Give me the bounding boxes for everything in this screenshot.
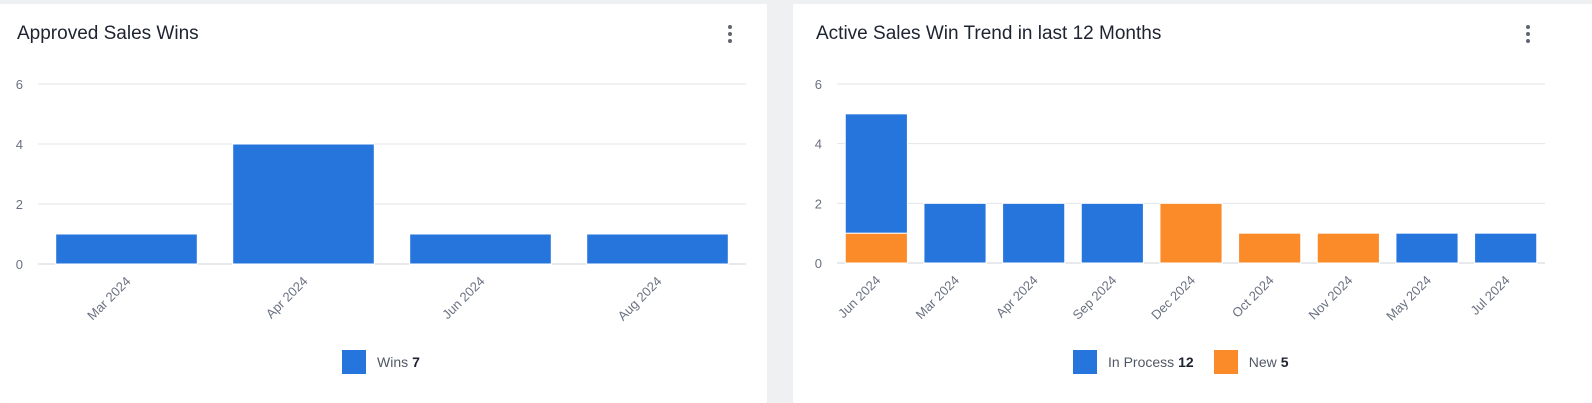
bar-in-process <box>1002 202 1066 264</box>
x-tick-label: Apr 2024 <box>263 274 311 322</box>
bar-wins <box>55 233 198 265</box>
approved-sales-wins-chart: 0 2 4 6 Mar 2024 Apr 2024 Jun 2024 Aug 2024 <box>16 77 746 324</box>
approved-sales-wins-card: Approved Sales Wins 0 2 4 6 Mar 2024 Apr 2024… <box>0 4 767 403</box>
legend-count: 5 <box>1280 354 1289 370</box>
chart-legend: In Process 12 New 5 <box>1073 350 1289 374</box>
x-tick-label: Sep 2024 <box>1069 273 1119 323</box>
bar-wins <box>586 233 729 265</box>
legend-label: Wins <box>377 354 409 370</box>
chart-title: Approved Sales Wins <box>17 23 199 44</box>
x-tick-label: Mar 2024 <box>84 274 133 323</box>
bar-in-process <box>1395 232 1459 264</box>
x-tick-label: Jul 2024 <box>1467 273 1512 318</box>
y-tick-label: 6 <box>16 77 23 92</box>
bar-in-process <box>923 202 987 264</box>
legend-count: 12 <box>1178 354 1194 370</box>
x-tick-label: May 2024 <box>1383 273 1434 324</box>
bar-new <box>1238 232 1302 264</box>
legend-item-wins[interactable]: Wins 7 <box>342 350 420 374</box>
x-tick-label: Nov 2024 <box>1305 273 1355 323</box>
x-tick-label: Jun 2024 <box>439 274 487 322</box>
bar-new <box>844 232 908 264</box>
legend-swatch-new <box>1213 350 1238 374</box>
x-tick-label: Dec 2024 <box>1148 273 1198 323</box>
active-sales-win-trend-card: Active Sales Win Trend in last 12 Months… <box>793 4 1592 403</box>
bar-wins <box>409 233 552 265</box>
legend-item-in-process[interactable]: In Process 12 <box>1073 350 1194 374</box>
y-tick-label: 4 <box>815 137 822 152</box>
bar-new <box>1159 202 1223 264</box>
legend-item-new[interactable]: New 5 <box>1213 350 1289 374</box>
bar-in-process <box>844 113 908 234</box>
y-tick-label: 0 <box>815 256 822 271</box>
chart-legend: Wins 7 <box>342 350 420 374</box>
y-tick-label: 4 <box>16 137 23 152</box>
legend-swatch-in-process <box>1073 350 1097 374</box>
bar-new <box>1316 232 1380 264</box>
legend-count: 7 <box>412 354 420 370</box>
bar-in-process <box>1474 232 1538 264</box>
x-tick-label: Mar 2024 <box>913 273 962 322</box>
x-tick-label: Aug 2024 <box>615 274 665 324</box>
legend-label: In Process <box>1108 354 1175 370</box>
x-tick-label: Oct 2024 <box>1229 273 1277 321</box>
x-tick-label: Apr 2024 <box>993 273 1041 321</box>
more-options-icon[interactable] <box>720 22 740 46</box>
x-tick-label: Jun 2024 <box>835 273 883 321</box>
more-options-icon[interactable] <box>1518 22 1538 46</box>
y-tick-label: 0 <box>16 257 23 272</box>
y-tick-label: 2 <box>815 196 822 211</box>
bar-wins <box>232 143 375 265</box>
chart-title: Active Sales Win Trend in last 12 Months <box>816 23 1162 44</box>
legend-label: New <box>1248 354 1277 370</box>
y-tick-label: 2 <box>16 197 23 212</box>
bar-in-process <box>1080 202 1144 264</box>
active-sales-win-trend-chart: 0 2 4 6 Jun 2024 Mar 2024 Apr 2024 Sep 2024 Dec … <box>815 77 1545 324</box>
legend-swatch-wins <box>342 350 366 374</box>
y-tick-label: 6 <box>815 77 822 92</box>
